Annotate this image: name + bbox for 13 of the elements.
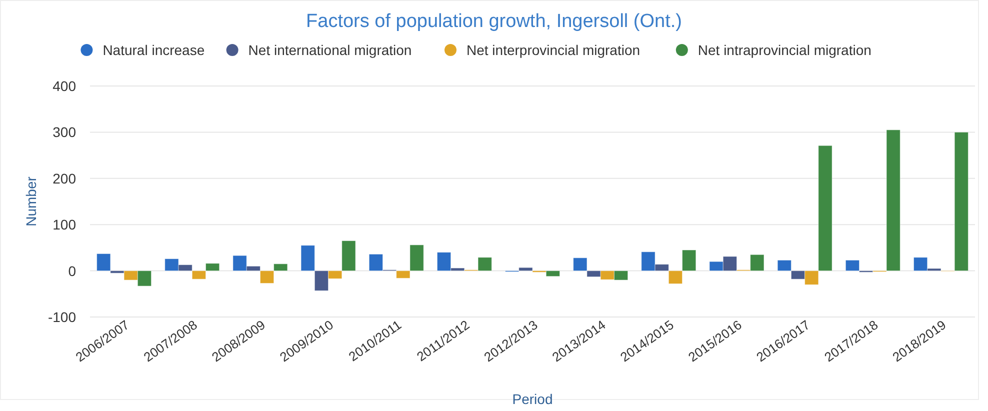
legend-label: Net international migration [248, 42, 412, 58]
legend-label: Net intraprovincial migration [698, 42, 872, 58]
legend-label: Natural increase [102, 42, 205, 58]
x-axis-title: Period [512, 391, 553, 407]
y-tick-label: 0 [68, 262, 76, 279]
y-tick-label: 300 [52, 124, 76, 140]
y-tick-label: -100 [48, 309, 76, 325]
legend-label: Net interprovincial migration [466, 42, 640, 58]
chart-title: Factors of population growth, Ingersoll (Ont.) [306, 11, 682, 32]
y-tick-label: 200 [52, 170, 76, 186]
y-tick-label: 100 [52, 216, 76, 233]
y-tick-label: 400 [52, 78, 76, 94]
y-axis-title: Number [23, 176, 39, 226]
